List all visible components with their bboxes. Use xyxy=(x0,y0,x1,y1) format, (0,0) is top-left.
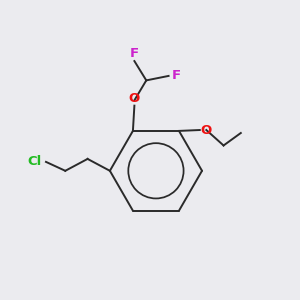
Text: F: F xyxy=(130,47,139,61)
Text: O: O xyxy=(129,92,140,105)
Text: Cl: Cl xyxy=(27,155,41,168)
Text: F: F xyxy=(172,69,181,82)
Text: O: O xyxy=(200,124,211,136)
